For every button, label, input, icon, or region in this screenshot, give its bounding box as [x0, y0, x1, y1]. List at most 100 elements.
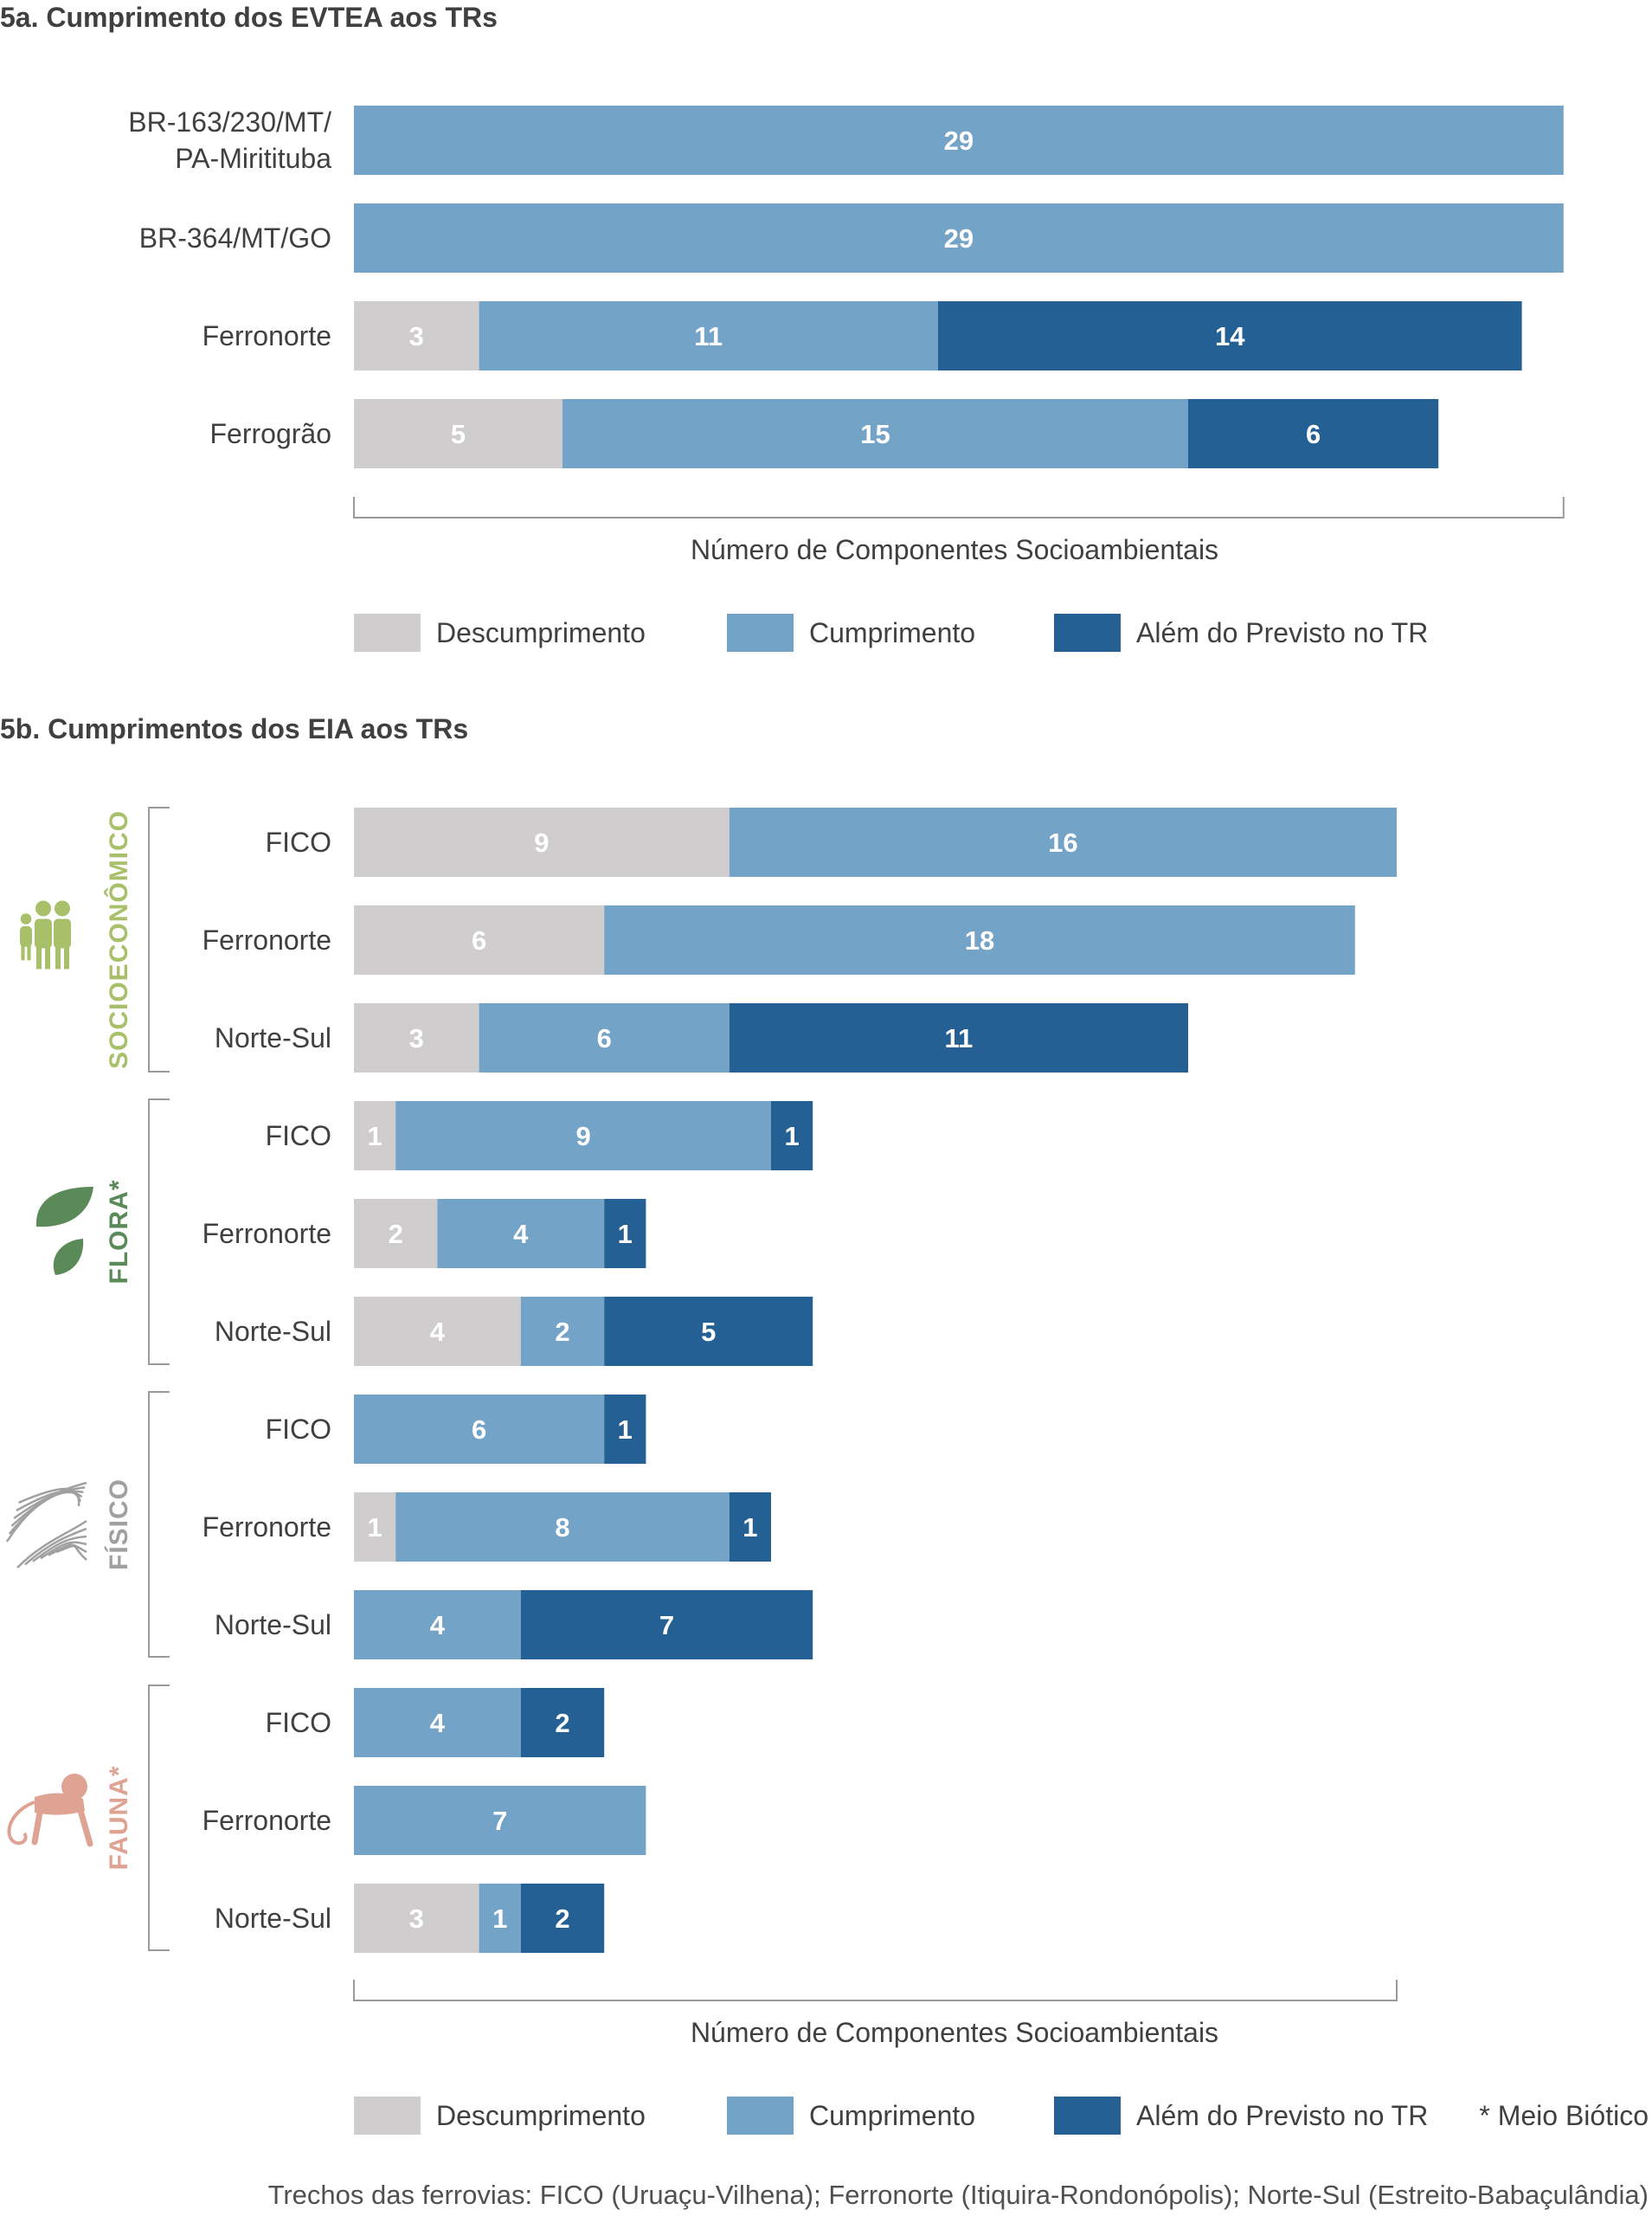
legend-label: Além do Previsto no TR	[1136, 617, 1428, 648]
person-body	[54, 918, 71, 949]
legend-swatch	[1054, 2097, 1121, 2135]
bar-segment	[354, 1395, 605, 1464]
bar-segment	[354, 1297, 521, 1366]
legend-label: Cumprimento	[809, 617, 975, 648]
data-label: 5	[701, 1317, 716, 1347]
legend-swatch	[354, 614, 421, 652]
leaf-small	[53, 1239, 84, 1275]
data-label: 8	[555, 1512, 569, 1543]
bar-segment	[354, 106, 1564, 175]
terrain-line	[18, 1487, 80, 1507]
legend-label: Descumprimento	[436, 2100, 646, 2131]
data-label: 1	[367, 1121, 382, 1151]
terrain-line	[32, 1535, 87, 1562]
bar-segment	[354, 1199, 438, 1268]
terrain-line	[40, 1541, 87, 1560]
group-label: FAUNA*	[105, 1765, 133, 1870]
bar-segment	[354, 1101, 396, 1170]
data-label: 4	[430, 1317, 446, 1347]
footnote: Trechos das ferrovias: FICO (Uruaçu-Vilh…	[268, 2180, 1649, 2210]
data-label: 7	[492, 1806, 507, 1836]
legend-label: Cumprimento	[809, 2100, 975, 2131]
data-label: 14	[1215, 321, 1245, 351]
bar-segment	[354, 1786, 646, 1855]
data-label: 11	[694, 321, 723, 351]
person-head	[35, 900, 51, 917]
bar-segment	[604, 1395, 646, 1464]
group-0: SOCIOECONÔMICO	[20, 807, 170, 1073]
monkey-leg	[31, 1809, 43, 1846]
bar-segment	[395, 1492, 730, 1562]
x-axis-title: Número de Componentes Socioambientais	[691, 534, 1218, 565]
bar-segment	[729, 1492, 771, 1562]
bar-segment	[395, 1101, 771, 1170]
data-label: 1	[618, 1414, 633, 1445]
legend-label: Descumprimento	[436, 617, 646, 648]
terrain-line	[48, 1543, 87, 1556]
bar-segment	[354, 203, 1564, 273]
bar-segment	[604, 1297, 813, 1366]
category-label: Ferrogrão	[210, 418, 332, 449]
data-label: 4	[430, 1610, 446, 1640]
bar-segment	[479, 1884, 521, 1953]
bar-segment	[354, 1688, 521, 1757]
data-label: 7	[659, 1610, 674, 1640]
bar-segment	[520, 1688, 605, 1757]
data-label: 3	[409, 1023, 424, 1053]
category-label: Norte-Sul	[215, 1903, 331, 1934]
person-body	[35, 918, 52, 949]
group-bracket	[148, 1685, 170, 1951]
bar-segment	[354, 1884, 479, 1953]
bar-segment	[520, 1297, 605, 1366]
group-bracket	[148, 1098, 170, 1365]
person-leg	[21, 944, 25, 961]
bar-segment	[354, 808, 730, 877]
data-label: 1	[367, 1512, 382, 1543]
data-label: 16	[1048, 828, 1077, 858]
bar-segment	[354, 399, 562, 468]
data-label: 1	[742, 1512, 757, 1543]
legend-label: Além do Previsto no TR	[1136, 2100, 1428, 2131]
bar-segment	[771, 1101, 813, 1170]
bar-segment	[562, 399, 1188, 468]
group-3: FAUNA*	[7, 1685, 170, 1951]
bar-segment	[520, 1884, 605, 1953]
people-icon	[20, 900, 71, 970]
terrain-lines-icon	[5, 1481, 87, 1569]
chart-title: 5a. Cumprimento dos EVTEA aos TRs	[0, 2, 498, 33]
group-bracket	[148, 807, 170, 1073]
data-label: 9	[534, 828, 549, 858]
bar-segment	[354, 905, 605, 975]
x-axis-bracket	[353, 497, 1565, 519]
person-leg	[45, 946, 50, 970]
person-head	[20, 913, 32, 924]
legend-swatch	[727, 614, 794, 652]
bar-segment	[354, 301, 479, 370]
data-label: 6	[1306, 419, 1321, 449]
category-label: Ferronorte	[202, 1805, 331, 1836]
data-label: 29	[944, 223, 974, 254]
legend: Descumprimento Cumprimento Além do Previst…	[354, 2097, 1428, 2135]
legend-swatch	[727, 2097, 794, 2135]
person-head	[55, 900, 70, 917]
data-label: 15	[860, 419, 890, 449]
legend-swatch	[1054, 614, 1121, 652]
bar-segment	[479, 301, 938, 370]
terrain-line	[16, 1519, 87, 1569]
legend: Descumprimento Cumprimento Além do Previst…	[354, 614, 1428, 652]
monkey-arm	[76, 1804, 93, 1847]
category-label: Ferronorte	[202, 1218, 331, 1249]
terrain-line	[24, 1527, 87, 1566]
x-axis-bracket	[353, 1980, 1398, 2001]
data-label: 4	[513, 1219, 529, 1249]
bar-segment	[729, 1003, 1188, 1073]
legend-note: * Meio Biótico	[1479, 2100, 1649, 2131]
data-label: 11	[945, 1023, 974, 1053]
group-bracket	[148, 1391, 170, 1658]
category-label: Norte-Sul	[215, 1022, 331, 1053]
bar-segment	[479, 1003, 730, 1073]
person-leg	[27, 944, 31, 961]
category-label: Norte-Sul	[215, 1316, 331, 1347]
data-label: 9	[575, 1121, 590, 1151]
